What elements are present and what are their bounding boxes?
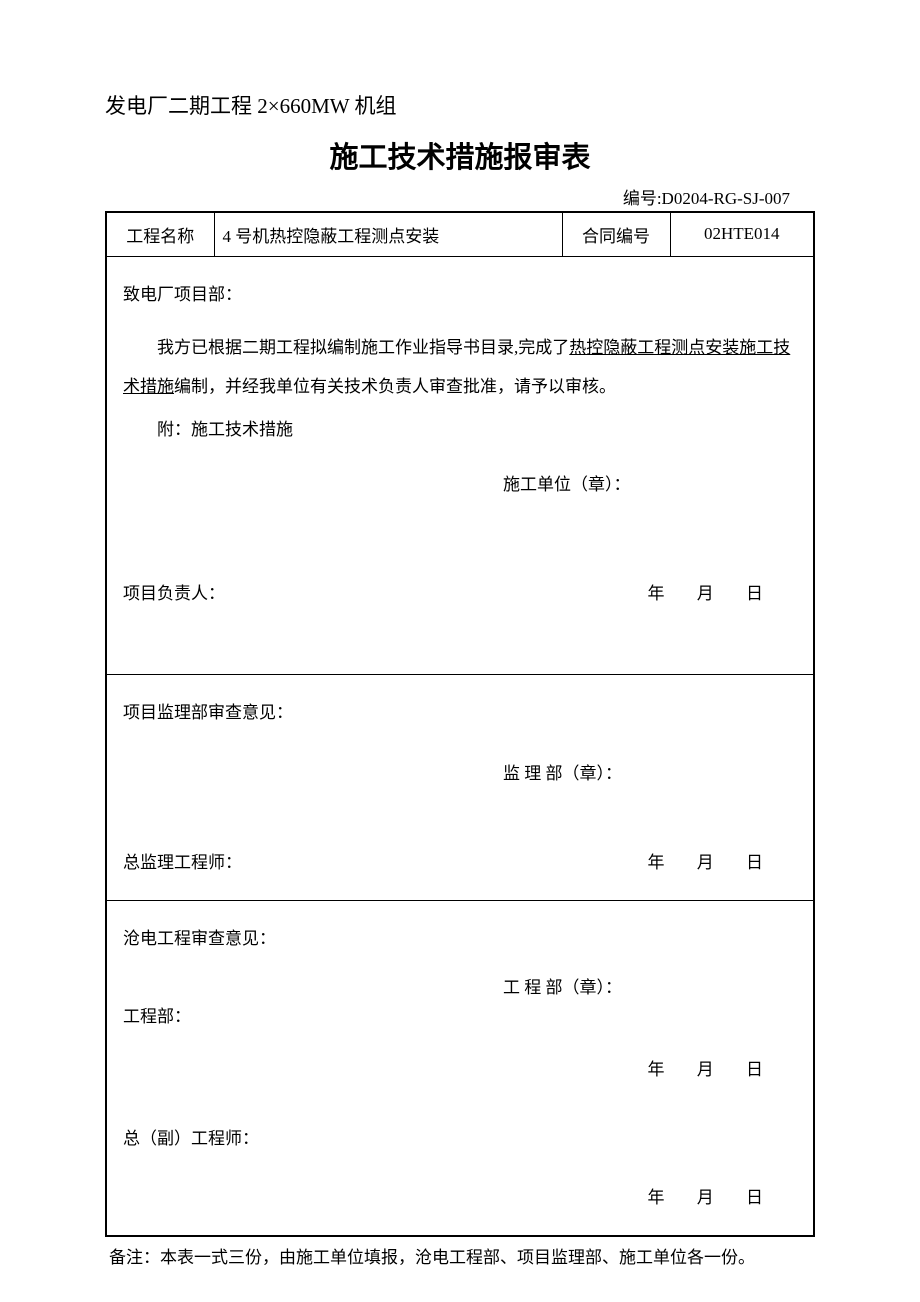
section3-dept-row: 工程部： bbox=[123, 997, 797, 1036]
page-title: 施工技术措施报审表 bbox=[105, 134, 815, 176]
construction-stamp-label: 施工单位（章）： bbox=[123, 465, 797, 504]
chief-supervisor-label: 总监理工程师： bbox=[123, 843, 242, 882]
supervision-review-label: 项目监理部审查意见： bbox=[123, 693, 797, 732]
attachment-label: 附：施工技术措施 bbox=[123, 410, 797, 449]
responsible-person-label: 项目负责人： bbox=[123, 574, 225, 613]
section1-bottom-row: 项目负责人： 年 月 日 bbox=[123, 574, 797, 613]
project-name-label: 工程名称 bbox=[106, 212, 214, 256]
section1-date: 年 月 日 bbox=[648, 574, 778, 613]
submission-section: 致电厂项目部： 我方已根据二期工程拟编制施工作业指导书目录,完成了热控隐蔽工程测… bbox=[106, 256, 814, 674]
engineering-review-label: 沧电工程审查意见： bbox=[123, 919, 797, 958]
greeting-text: 致电厂项目部： bbox=[123, 275, 797, 314]
header-row: 工程名称 4 号机热控隐蔽工程测点安装 合同编号 02HTE014 bbox=[106, 212, 814, 256]
engineering-dept-label: 工程部： bbox=[123, 997, 191, 1036]
supervision-review-section: 项目监理部审查意见： 监 理 部（章）： 总监理工程师： 年 月 日 bbox=[106, 674, 814, 900]
approval-form-table: 工程名称 4 号机热控隐蔽工程测点安装 合同编号 02HTE014 致电厂项目部… bbox=[105, 211, 815, 1237]
body-suffix: 编制，并经我单位有关技术负责人审查批准，请予以审核。 bbox=[174, 377, 616, 396]
header-line: 发电厂二期工程 2×660MW 机组 bbox=[105, 90, 815, 120]
section2-date: 年 月 日 bbox=[648, 843, 778, 882]
section3-date2: 年 月 日 bbox=[648, 1188, 778, 1207]
supervision-stamp-label: 监 理 部（章）： bbox=[123, 754, 797, 793]
section3-date2-row: 年 月 日 bbox=[123, 1178, 797, 1217]
contract-number-value: 02HTE014 bbox=[670, 212, 814, 256]
section3-date1: 年 月 日 bbox=[648, 1060, 778, 1079]
project-name-value: 4 号机热控隐蔽工程测点安装 bbox=[214, 212, 562, 256]
engineering-review-section: 沧电工程审查意见： 工 程 部（章）： 工程部： 年 月 日 总（副）工程师： … bbox=[106, 900, 814, 1236]
contract-number-label: 合同编号 bbox=[562, 212, 670, 256]
chief-engineer-label: 总（副）工程师： bbox=[123, 1119, 797, 1158]
section3-date1-row: 年 月 日 bbox=[123, 1050, 797, 1089]
footer-note: 备注：本表一式三份，由施工单位填报，沧电工程部、项目监理部、施工单位各一份。 bbox=[105, 1243, 815, 1268]
section2-bottom-row: 总监理工程师： 年 月 日 bbox=[123, 843, 797, 882]
body-paragraph: 我方已根据二期工程拟编制施工作业指导书目录,完成了热控隐蔽工程测点安装施工技术措… bbox=[123, 328, 797, 406]
document-number: 编号:D0204-RG-SJ-007 bbox=[105, 184, 815, 209]
body-prefix: 我方已根据二期工程拟编制施工作业指导书目录,完成了 bbox=[157, 338, 569, 357]
